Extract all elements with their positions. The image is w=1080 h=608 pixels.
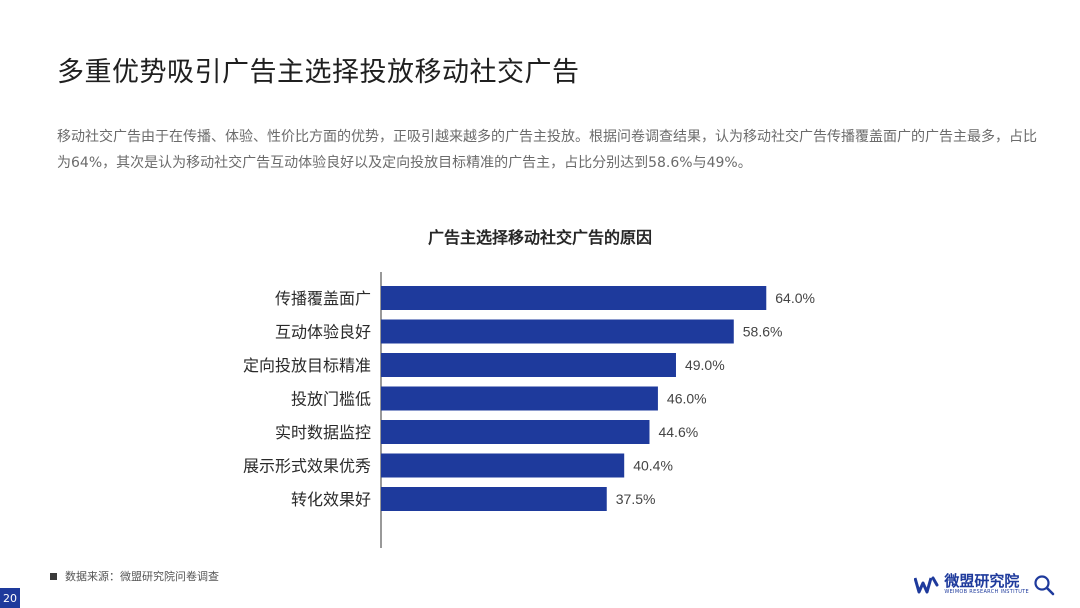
bar [381,487,607,511]
category-label: 定向投放目标精准 [243,356,371,375]
data-label: 58.6% [743,324,783,340]
bar [381,386,658,411]
data-label: 49.0% [685,357,725,373]
bar [381,286,767,310]
data-source: 数据来源：微盟研究院问卷调查 [50,568,219,584]
bar [381,319,734,344]
data-label: 44.6% [658,424,698,440]
data-label: 64.0% [775,290,815,306]
chart-title: 广告主选择移动社交广告的原因 [427,228,652,247]
bar [381,353,676,377]
category-label: 实时数据监控 [275,423,371,442]
slide-title: 多重优势吸引广告主选择投放移动社交广告 [57,57,580,88]
data-label: 46.0% [667,391,707,407]
data-source-text: 数据来源：微盟研究院问卷调查 [65,570,219,583]
logo-subtitle: WEIMOB RESEARCH INSTITUTE [944,589,1029,595]
category-label: 投放门槛低 [291,390,371,409]
category-label: 展示形式效果优秀 [243,457,371,476]
bar [381,420,650,444]
bar [381,453,625,478]
magnifier-icon [1034,574,1055,595]
bullet-square-icon [50,572,57,580]
category-label: 互动体验良好 [275,323,371,342]
logo-name: 微盟研究院 [944,572,1020,590]
category-label: 转化效果好 [291,490,371,509]
category-label: 传播覆盖面广 [275,289,371,308]
data-label: 37.5% [616,491,656,507]
data-label: 40.4% [633,458,673,474]
intro-paragraph: 移动社交广告由于在传播、体验、性价比方面的优势，正吸引越来越多的广告主投放。根据… [57,129,1037,171]
logo: 微盟研究院 WEIMOB RESEARCH INSTITUTE [914,573,1055,596]
page-number: 20 [0,588,20,608]
weimob-logo-icon [914,576,939,593]
